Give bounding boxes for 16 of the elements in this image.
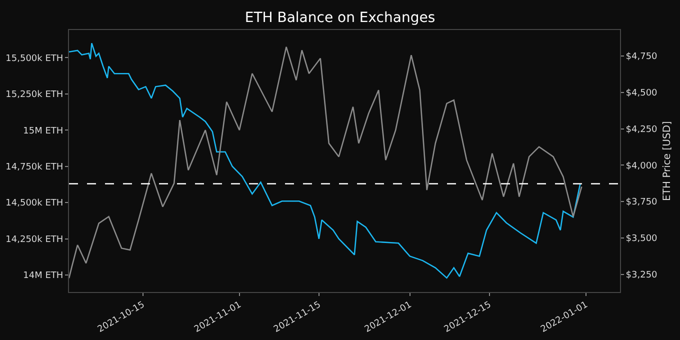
chart-title: ETH Balance on Exchanges xyxy=(244,10,436,26)
y-tick-label: 14,500k ETH xyxy=(6,198,64,209)
y-tick-label: 15M ETH xyxy=(23,126,64,136)
y-tick-label: 14M ETH xyxy=(23,271,64,282)
y-tick-label: 15,500k ETH xyxy=(6,54,64,64)
y-tick-label: 14,250k ETH xyxy=(6,234,64,245)
y2-tick-label: $4,000 xyxy=(626,161,658,172)
y2-tick-label: $3,250 xyxy=(626,270,658,280)
y-tick-label: 14,750k ETH xyxy=(6,162,64,173)
y2-tick-label: $4,500 xyxy=(626,88,658,99)
y2-tick-label: $4,250 xyxy=(626,124,658,135)
y-tick-label: 15,250k ETH xyxy=(6,90,64,100)
y2-tick-label: $3,500 xyxy=(626,234,658,244)
y2-tick-label: $3,750 xyxy=(626,198,658,208)
y2-tick-label: $4,750 xyxy=(626,52,658,62)
y2-axis-title: ETH Price [USD] xyxy=(662,120,674,201)
